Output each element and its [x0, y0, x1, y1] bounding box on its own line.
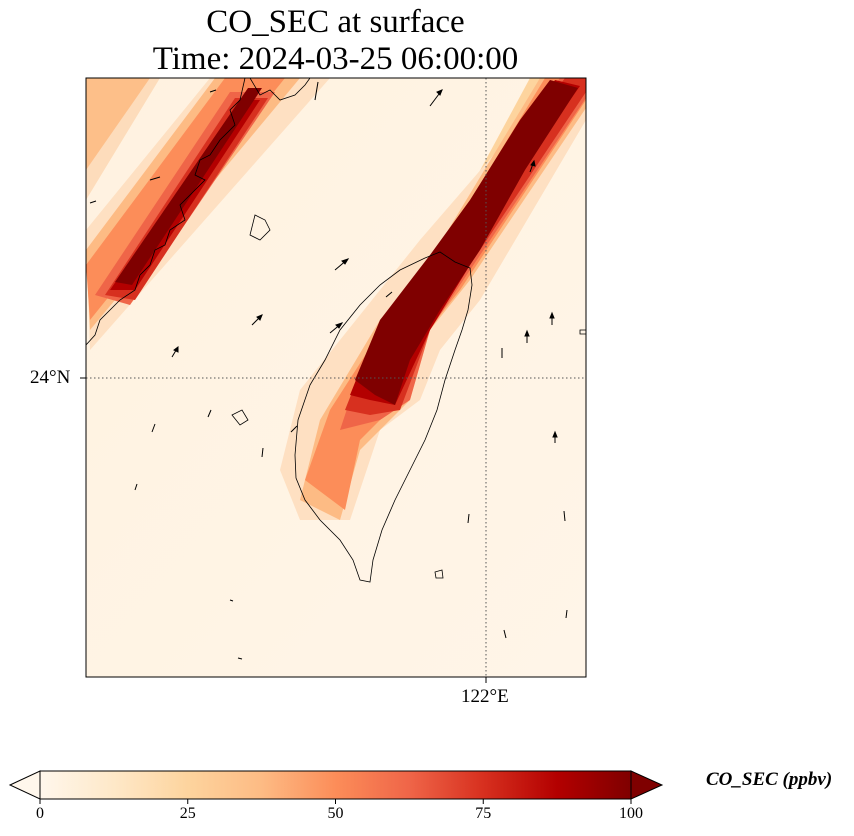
colorbar-ticks	[39, 799, 632, 804]
plot-title: CO_SEC at surface	[206, 4, 465, 40]
colorbar	[8, 770, 664, 804]
colorbar-extend-max	[630, 770, 664, 800]
map-area	[86, 78, 586, 677]
colorbar-tick-label: 25	[179, 805, 196, 822]
colorbar-body	[39, 770, 632, 800]
plume-east	[280, 78, 586, 520]
map-plot	[80, 77, 587, 683]
plot-subtitle: Time: 2024-03-25 06:00:00	[152, 41, 519, 77]
coastlines	[86, 78, 586, 583]
colorbar-label: CO_SEC (ppbv)	[706, 769, 833, 790]
colorbar-tick-label: 0	[36, 805, 44, 822]
taiwan-coastline	[294, 251, 473, 583]
colorbar-tick-label: 50	[327, 805, 344, 822]
lon-tick-label: 122°E	[461, 686, 509, 707]
mainland-coastline	[86, 78, 246, 346]
colorbar-tick-label: 100	[619, 805, 643, 822]
wind-vectors	[89, 81, 568, 660]
colorbar-tick-label: 75	[475, 805, 492, 822]
colorbar-extend-min	[8, 770, 41, 800]
lat-tick-label: 24°N	[30, 367, 71, 388]
